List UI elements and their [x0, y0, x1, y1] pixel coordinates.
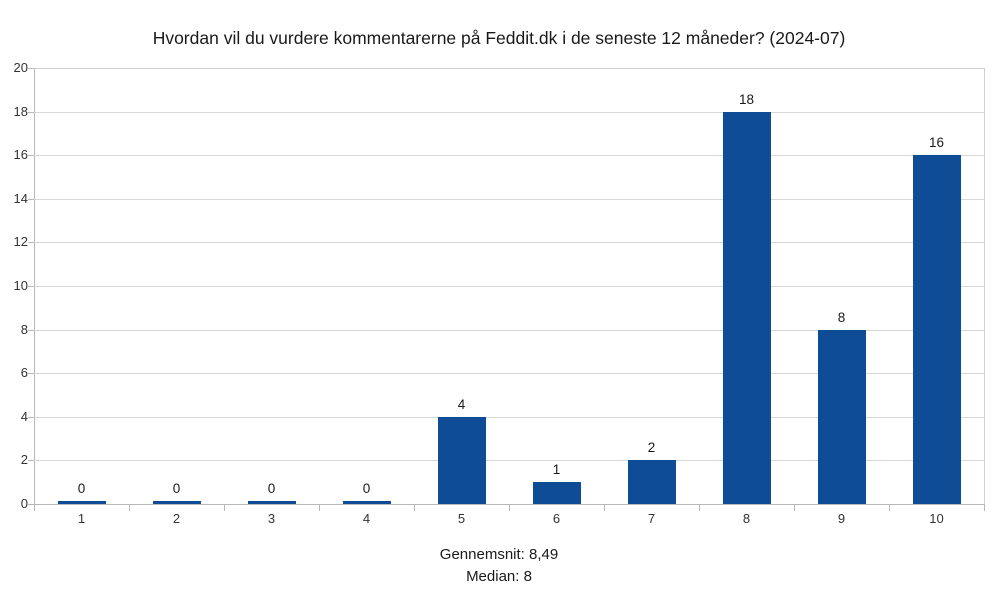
gridline — [34, 111, 984, 113]
y-tick-mark — [28, 198, 34, 200]
y-tick-mark — [28, 286, 34, 287]
x-tick-mark — [699, 505, 700, 511]
gridline — [34, 242, 984, 244]
x-tick-mark — [129, 505, 130, 511]
gridline — [34, 198, 984, 200]
x-tick-label: 10 — [929, 511, 944, 526]
x-axis-line — [34, 504, 985, 505]
bar-value-label: 2 — [647, 440, 656, 456]
y-tick-label: 12 — [13, 234, 28, 250]
chart-title: Hvordan vil du vurdere kommentarerne på … — [152, 28, 846, 48]
x-tick-mark — [414, 505, 415, 511]
x-tick-label: 3 — [267, 511, 276, 526]
x-tick-mark — [604, 505, 605, 511]
bar — [247, 501, 296, 504]
gridline — [34, 68, 984, 69]
x-tick-label: 6 — [552, 511, 561, 526]
x-tick-mark — [319, 505, 320, 511]
x-tick-mark — [794, 505, 795, 511]
plot-area: 0 0 0 0 4 1 2 18 8 16 — [34, 68, 984, 504]
x-tick-mark — [224, 505, 225, 511]
y-tick-mark — [28, 329, 34, 331]
y-tick-mark — [28, 68, 34, 69]
x-tick-label: 8 — [742, 511, 751, 526]
x-tick-label: 2 — [172, 511, 181, 526]
y-tick-mark — [28, 460, 34, 462]
bar-value-label: 4 — [457, 396, 466, 412]
x-tick-label: 4 — [362, 511, 371, 526]
y-tick-label: 0 — [20, 496, 28, 511]
bar-value-label: 0 — [77, 481, 86, 496]
bar-value-label: 0 — [172, 481, 181, 496]
bar — [912, 155, 961, 504]
bar — [627, 460, 676, 504]
bar-value-label: 16 — [928, 135, 945, 151]
y-tick-label: 14 — [13, 190, 28, 206]
y-tick-label: 2 — [20, 452, 28, 468]
y-tick-mark — [28, 416, 34, 418]
gridline — [34, 155, 984, 157]
median-annotation: Median: 8 — [466, 568, 532, 585]
bar — [437, 416, 486, 504]
bar-value-label: 8 — [837, 309, 846, 325]
x-tick-mark — [984, 505, 985, 511]
bar-value-label: 0 — [362, 481, 371, 496]
x-tick-mark — [509, 505, 510, 511]
y-tick-mark — [28, 373, 34, 375]
bar-value-label: 18 — [738, 91, 755, 107]
y-tick-label: 18 — [13, 103, 28, 119]
x-tick-mark — [889, 505, 890, 511]
x-tick-label: 5 — [457, 511, 466, 526]
bar — [342, 501, 391, 504]
x-tick-mark — [34, 505, 35, 511]
x-tick-label: 9 — [837, 511, 846, 526]
y-tick-label: 8 — [20, 321, 28, 337]
bar — [57, 501, 106, 504]
bar-value-label: 0 — [267, 481, 276, 496]
x-tick-label: 1 — [77, 511, 86, 526]
mean-annotation: Gennemsnit: 8,49 — [439, 546, 559, 563]
y-tick-label: 4 — [20, 408, 28, 424]
y-tick-label: 6 — [20, 365, 28, 381]
bar — [722, 111, 771, 504]
gridline — [34, 286, 984, 287]
plot-right-border — [984, 68, 985, 504]
bar — [152, 501, 201, 504]
bar — [817, 329, 866, 504]
y-tick-mark — [28, 504, 34, 505]
y-tick-label: 16 — [13, 147, 28, 163]
y-tick-label: 20 — [13, 60, 28, 75]
y-tick-label: 10 — [13, 278, 28, 293]
y-tick-mark — [28, 111, 34, 113]
x-tick-label: 7 — [647, 511, 656, 526]
y-tick-mark — [28, 155, 34, 157]
y-tick-mark — [28, 242, 34, 244]
bar-value-label: 1 — [552, 462, 561, 478]
bar — [532, 482, 581, 504]
